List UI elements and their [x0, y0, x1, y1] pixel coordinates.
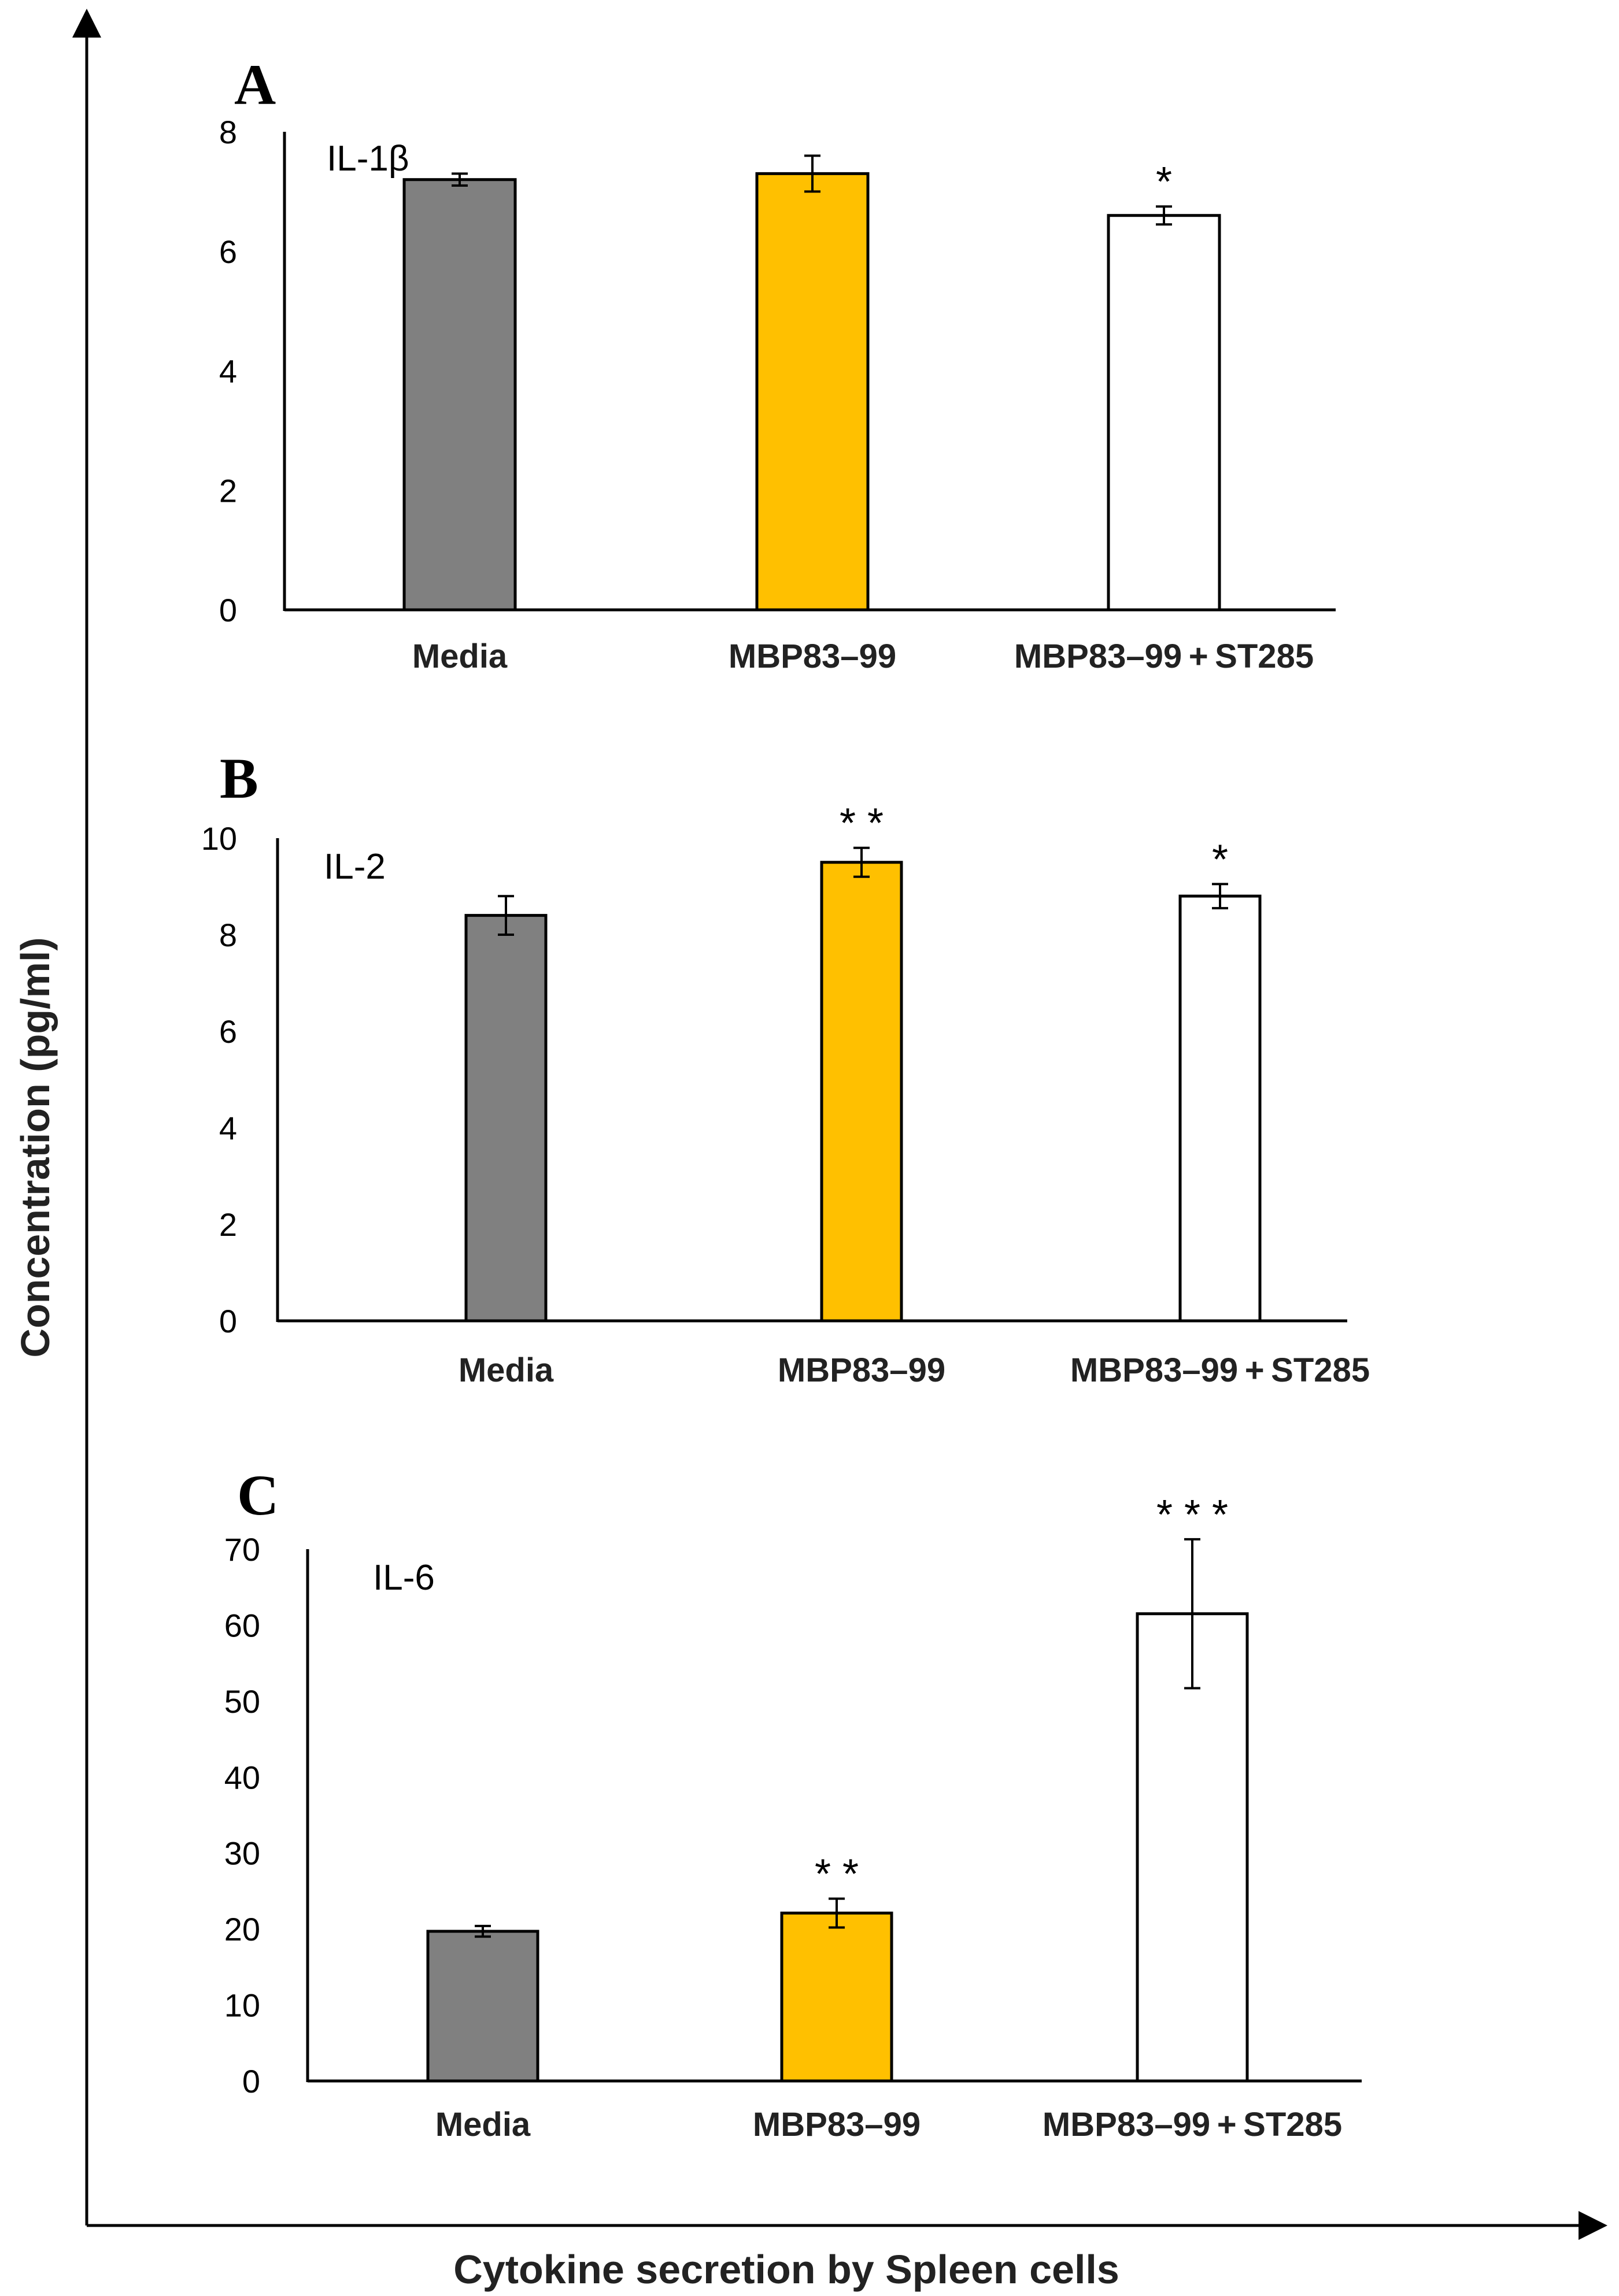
- significance-marker-2: * *: [840, 801, 884, 847]
- bar-1: [464, 914, 548, 1323]
- bar-2: [780, 1912, 893, 2083]
- y-tick-label-2: 20: [224, 1911, 260, 1947]
- bar-1: [426, 1930, 539, 2083]
- y-tick-label-7: 70: [224, 1531, 260, 1568]
- bar-2: [755, 172, 870, 612]
- y-tick-label-5: 50: [224, 1683, 260, 1720]
- category-label-2: MBP83–99: [729, 638, 896, 675]
- bar-3: [1178, 894, 1262, 1323]
- y-tick-label-2: 4: [219, 1110, 237, 1146]
- panel-a-letter: A: [234, 53, 276, 117]
- panel-c-title: IL-6: [373, 1558, 435, 1598]
- category-label-1: Media: [459, 1351, 554, 1389]
- outer-y-axis-label: Concentration (pg/ml): [13, 937, 58, 1357]
- panel-c-il6-chart: C IL-6 Media * * MBP83–99 * * * MBP83–99 + S…: [224, 1463, 1362, 2143]
- category-label-1: Media: [435, 2106, 531, 2143]
- y-tick-label-2: 4: [219, 353, 237, 390]
- y-tick-label-5: 10: [201, 820, 237, 857]
- y-tick-label-1: 10: [224, 1987, 260, 2024]
- outer-x-axis-label: Cytokine secretion by Spleen cells: [453, 2247, 1119, 2292]
- y-tick-label-4: 8: [219, 917, 237, 953]
- category-label-2: MBP83–99: [778, 1351, 945, 1389]
- y-tick-label-0: 0: [242, 2063, 260, 2099]
- bar-2: [820, 861, 903, 1323]
- y-tick-label-1: 2: [219, 472, 237, 509]
- panel-c-letter: C: [237, 1463, 279, 1527]
- category-label-3: MBP83–99 + ST285: [1070, 1351, 1370, 1389]
- y-tick-label-3: 6: [219, 234, 237, 270]
- panel-b-title: IL-2: [324, 847, 386, 887]
- y-tick-label-0: 0: [219, 1303, 237, 1339]
- panel-b-letter: B: [220, 746, 258, 810]
- significance-marker-3: *: [1212, 836, 1228, 883]
- significance-marker-3: * * *: [1156, 1492, 1228, 1538]
- panel-a-il1b-chart: A IL-1β Media MBP83–99 * MBP83–99 + ST285 0 2…: [219, 53, 1336, 675]
- panel-a-title: IL-1β: [327, 139, 409, 179]
- y-tick-label-4: 8: [219, 114, 237, 150]
- bar-3: [1136, 1612, 1249, 2083]
- y-tick-label-6: 60: [224, 1607, 260, 1643]
- category-label-2: MBP83–99: [753, 2106, 921, 2143]
- panel-b-il2-chart: B IL-2 Media * * MBP83–99 * MBP83–99 + ST285…: [201, 746, 1370, 1389]
- y-tick-label-3: 30: [224, 1835, 260, 1872]
- bar-3: [1107, 214, 1221, 612]
- category-label-3: MBP83–99 + ST285: [1043, 2106, 1342, 2143]
- significance-marker-2: * *: [815, 1851, 859, 1898]
- y-tick-label-3: 6: [219, 1013, 237, 1050]
- category-label-3: MBP83–99 + ST285: [1014, 638, 1314, 675]
- bar-1: [402, 178, 517, 612]
- y-tick-label-0: 0: [219, 592, 237, 628]
- y-tick-label-4: 40: [224, 1759, 260, 1795]
- category-label-1: Media: [412, 638, 508, 675]
- y-tick-label-1: 2: [219, 1206, 237, 1243]
- significance-marker-3: *: [1156, 159, 1172, 205]
